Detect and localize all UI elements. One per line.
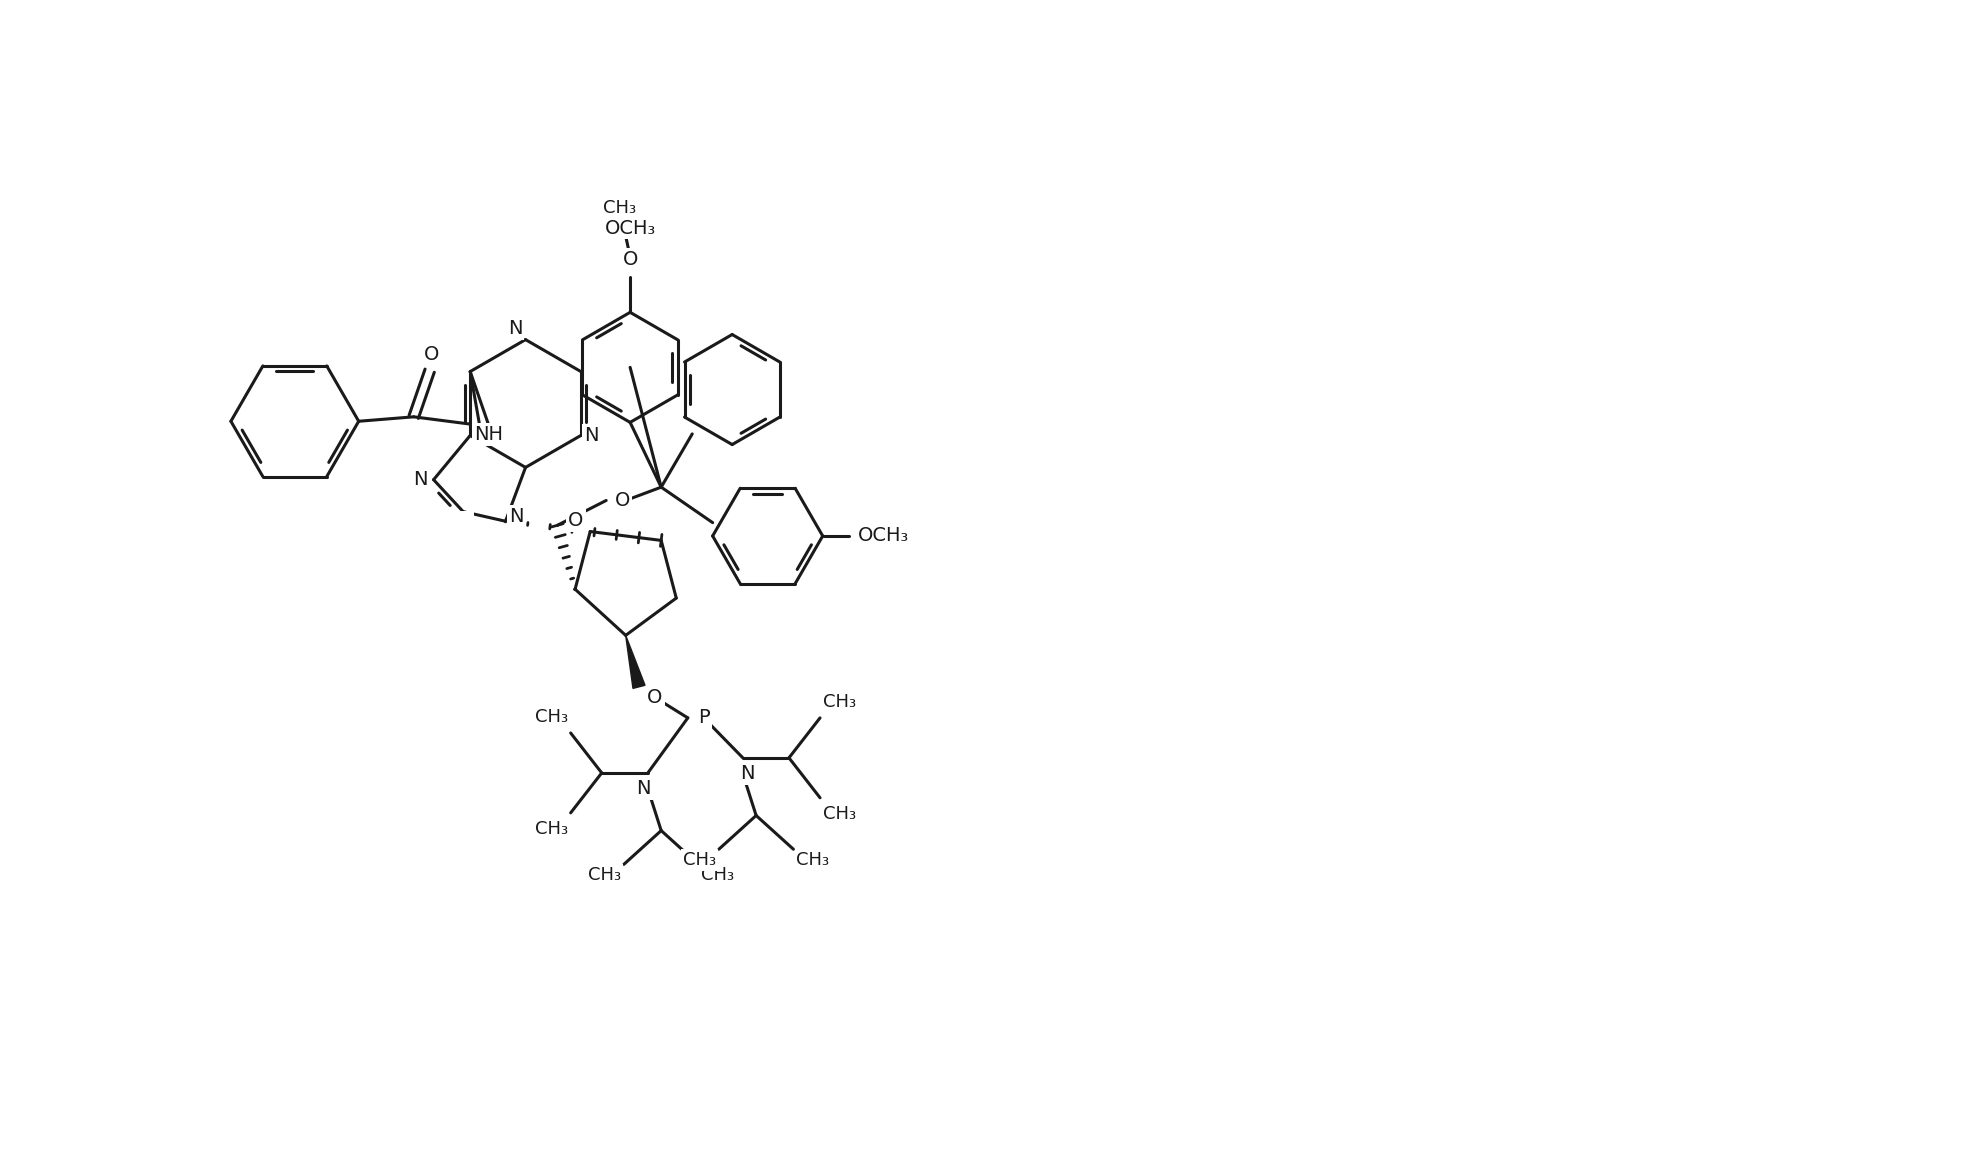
Text: O: O [424, 345, 438, 364]
Text: CH₃: CH₃ [683, 851, 716, 869]
Text: O: O [621, 250, 637, 268]
Text: N: N [584, 426, 598, 445]
Text: CH₃: CH₃ [700, 866, 734, 884]
Text: CH₃: CH₃ [823, 693, 856, 711]
Text: CH₃: CH₃ [535, 820, 568, 838]
Text: O: O [568, 511, 584, 530]
Text: CH₃: CH₃ [795, 851, 829, 869]
Text: CH₃: CH₃ [535, 708, 568, 726]
Text: N: N [740, 765, 754, 783]
Text: CH₃: CH₃ [602, 199, 635, 216]
Text: CH₃: CH₃ [588, 866, 621, 884]
Text: CH₃: CH₃ [823, 805, 856, 823]
Text: N: N [412, 471, 428, 489]
Text: O: O [647, 688, 663, 706]
Text: P: P [698, 709, 708, 727]
Text: O: O [614, 492, 629, 510]
Text: NH: NH [474, 425, 503, 444]
Text: OCH₃: OCH₃ [858, 526, 910, 545]
Text: N: N [635, 780, 651, 798]
Text: N: N [509, 508, 523, 526]
Text: N: N [507, 320, 523, 338]
Polygon shape [625, 636, 645, 688]
Text: OCH₃: OCH₃ [604, 218, 655, 237]
Text: NH: NH [474, 425, 503, 444]
